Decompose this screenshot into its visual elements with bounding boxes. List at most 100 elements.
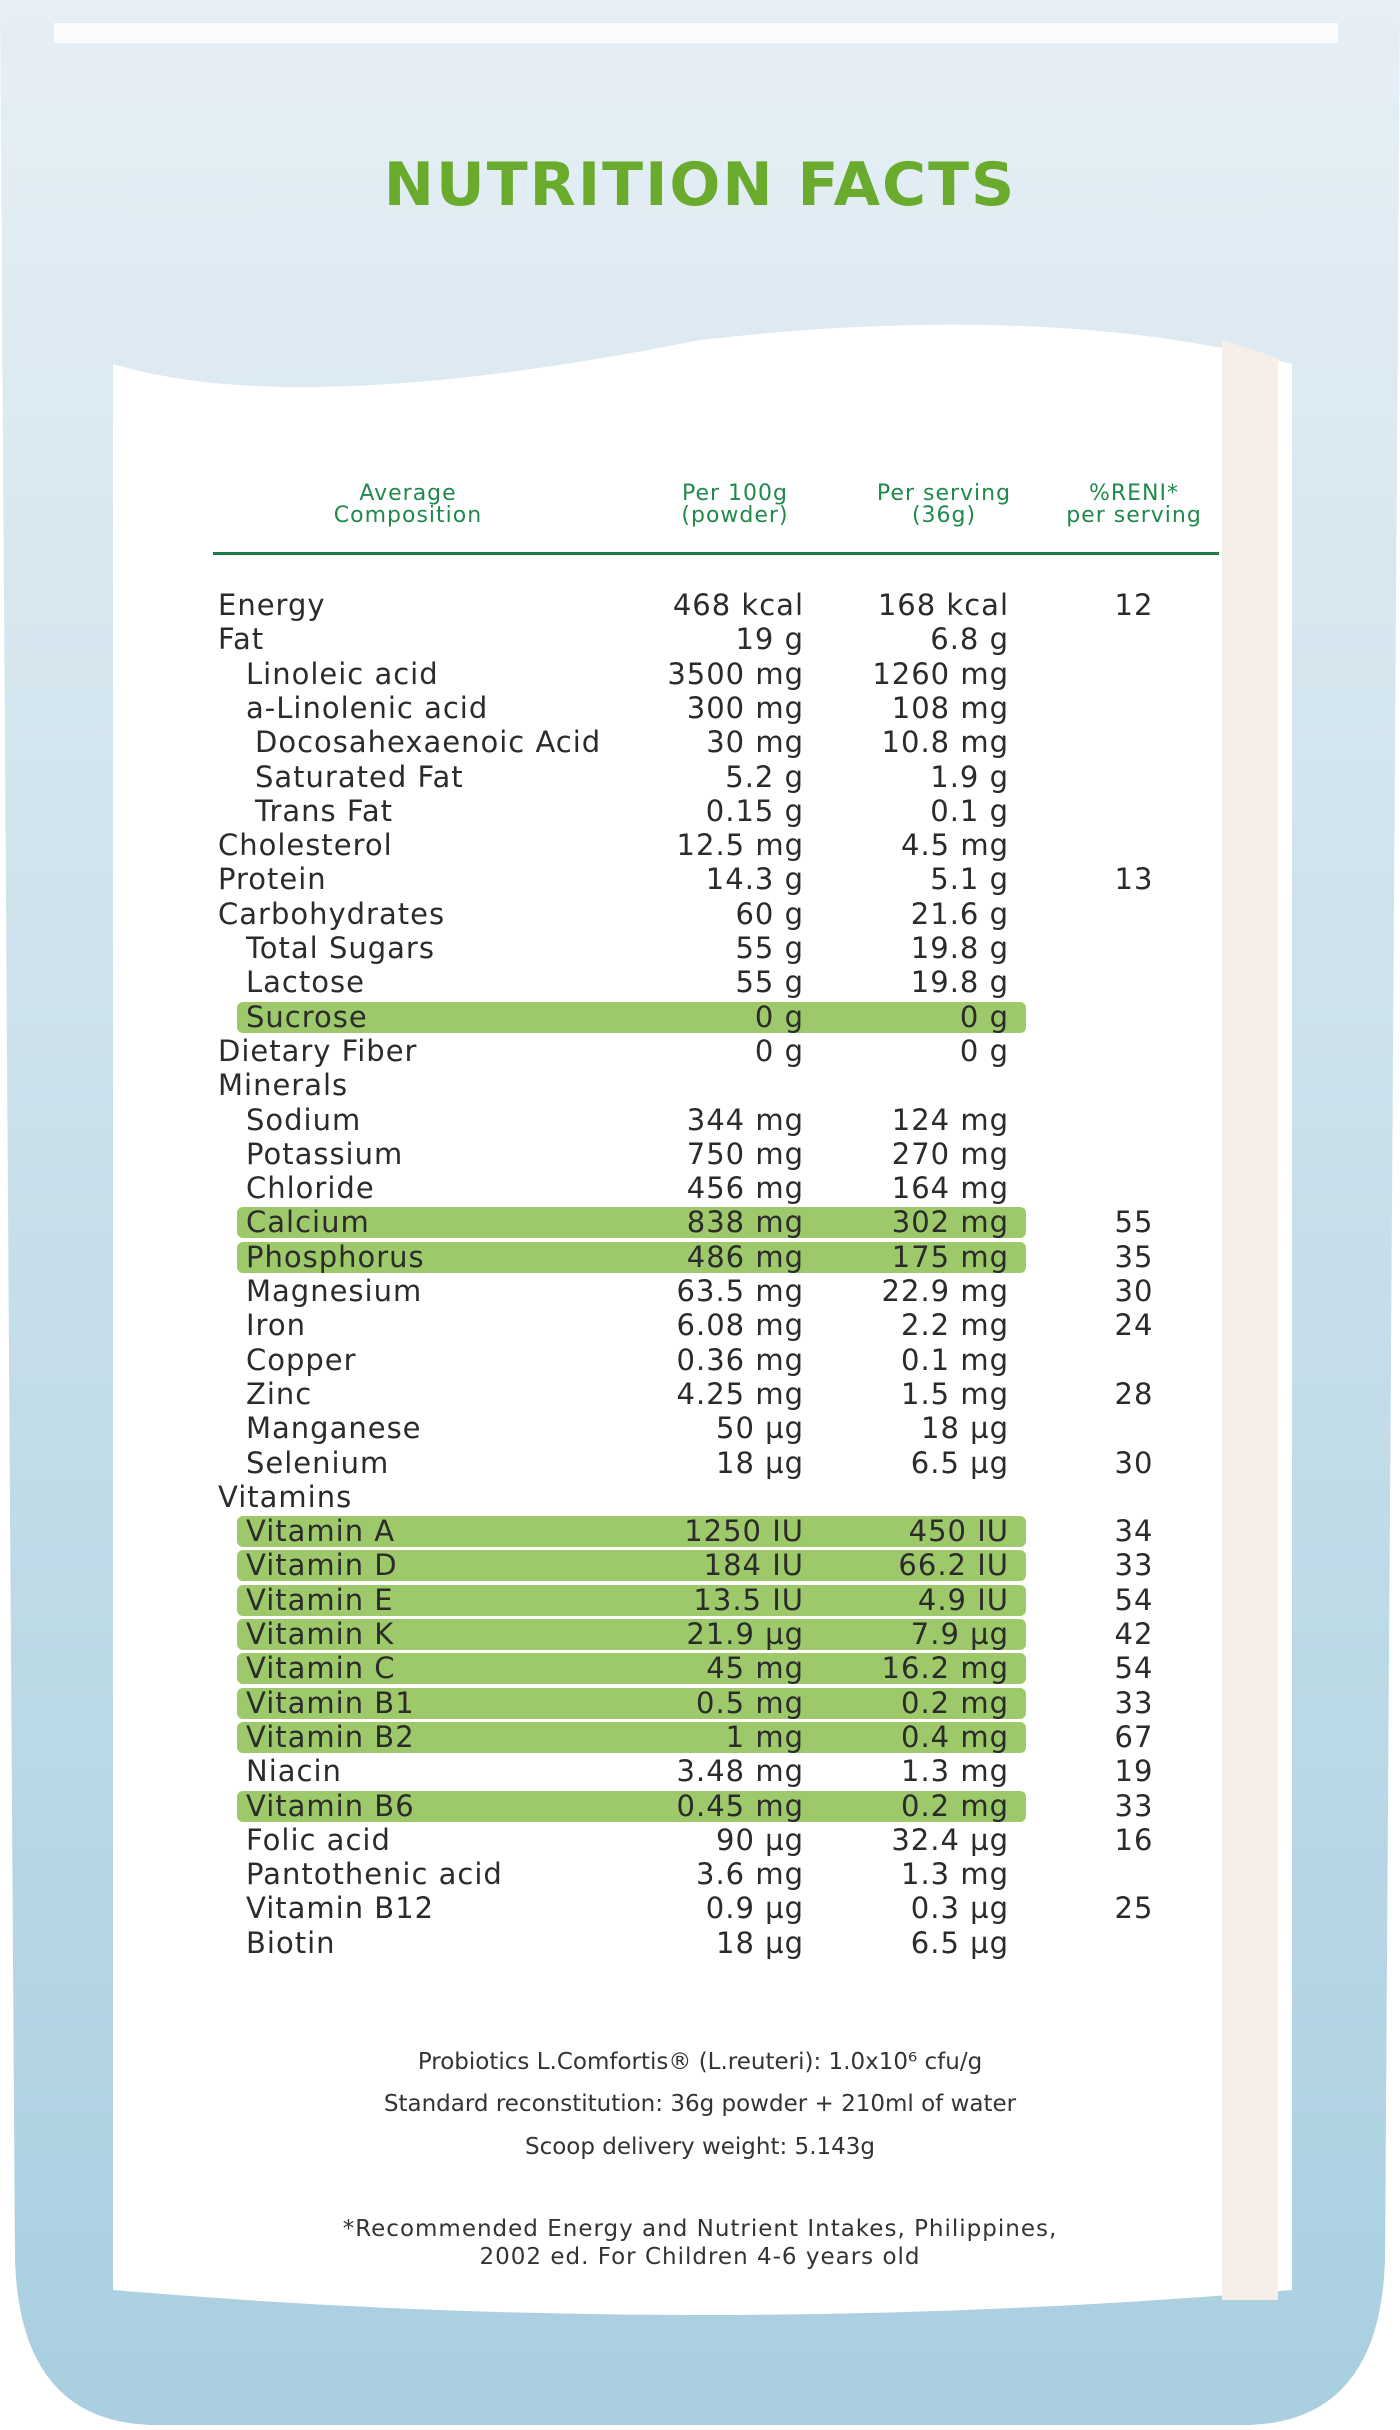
nutrient-name: Vitamin K [246,1617,395,1651]
per-100g: 1250 IU [684,1514,804,1549]
column-header: Average Composition [333,481,483,528]
row-highlight [237,1516,1026,1548]
per-serving: 1.9 g [930,759,1009,794]
reni: 19 [1114,1754,1154,1789]
row-highlight [237,1001,1026,1033]
per-100g: 90 µg [716,1822,804,1857]
per-100g: 6.08 mg [676,1308,804,1343]
per-100g: 55 g [735,965,804,1000]
per-100g: 60 g [735,896,804,931]
row-highlight [237,1584,1026,1616]
per-100g: 468 kcal [672,588,804,622]
reni: 34 [1114,1514,1154,1549]
reni: 25 [1114,1891,1154,1926]
nutrient-name: Copper [246,1342,357,1377]
per-100g: 3.6 mg [696,1857,804,1892]
nutrient-name: Docosahexaenoic Acid [255,725,602,760]
per-serving: 0.3 µg [910,1891,1009,1926]
reni: 54 [1114,1582,1154,1617]
row-highlight [237,1207,1026,1239]
per-serving: 18 µg [921,1411,1009,1446]
per-serving: 6.8 g [930,622,1009,657]
nutrient-name: Protein [218,862,327,897]
nutrient-name: Energy [218,588,326,622]
reni: 13 [1114,862,1154,897]
reni: 16 [1114,1822,1154,1857]
per-100g: 18 µg [716,1445,804,1480]
column-header: %RENI* per serving [1066,481,1202,528]
per-100g: 344 mg [686,1102,804,1137]
reni: 55 [1114,1205,1154,1240]
row-highlight [237,1619,1026,1650]
per-100g: 5.2 g [725,759,804,794]
per-serving: 302 mg [891,1205,1009,1240]
reni: 30 [1114,1445,1154,1480]
per-100g: 300 mg [686,690,804,725]
per-serving: 124 mg [891,1102,1009,1137]
per-serving: 1.3 mg [901,1754,1009,1789]
per-100g: 3500 mg [667,656,804,691]
per-serving: 0 g [959,1033,1009,1068]
reni: 35 [1114,1239,1154,1274]
note: Standard reconstitution: 36g powder + 21… [383,2091,1017,2117]
nutrient-name: Sodium [246,1102,362,1137]
nutrient-name: Saturated Fat [255,759,464,794]
per-serving: 19.8 g [910,931,1009,965]
reni: 67 [1114,1719,1154,1754]
note: Scoop delivery weight: 5.143g [524,2134,876,2160]
nutrient-name: Vitamin A [246,1514,396,1549]
nutrient-name: Lactose [246,965,365,1000]
nutrient-name: Vitamins [218,1479,353,1514]
nutrient-name: Linoleic acid [246,656,439,691]
per-serving: 4.5 mg [901,828,1009,863]
per-100g: 1 mg [725,1719,804,1754]
nutrient-name: Carbohydrates [218,896,446,931]
nutrient-name: Dietary Fiber [218,1033,418,1068]
per-100g: 21.9 µg [686,1617,804,1651]
footnote: *Recommended Energy and Nutrient Intakes… [342,2216,1058,2270]
reni: 33 [1114,1788,1154,1823]
nutrient-name: Vitamin C [246,1651,396,1686]
column-header: Per 100g (powder) [681,481,789,528]
per-serving: 0 g [959,999,1009,1034]
per-serving: 7.9 µg [910,1617,1009,1651]
row-highlight [237,1687,1026,1719]
per-serving: 6.5 µg [910,1445,1009,1480]
per-100g: 0.5 mg [696,1685,804,1720]
nutrient-name: Calcium [246,1205,370,1240]
per-100g: 55 g [735,931,804,965]
per-100g: 750 mg [686,1136,804,1171]
per-100g: 3.48 mg [676,1754,804,1789]
header-rule [213,552,1219,555]
nutrient-name: Manganese [246,1411,422,1446]
nutrient-name: Niacin [246,1754,342,1789]
nutrient-name: Magnesium [246,1274,423,1308]
nutrient-name: Cholesterol [218,828,393,863]
per-100g: 18 µg [716,1925,804,1960]
nutrient-name: Zinc [246,1376,313,1411]
title: NUTRITION FACTS [383,150,1017,220]
per-100g: 63.5 mg [676,1274,804,1308]
reni: 12 [1114,588,1154,622]
reni: 33 [1114,1685,1154,1720]
reni: 42 [1114,1617,1154,1651]
per-100g: 0.36 mg [676,1342,804,1377]
nutrient-name: Selenium [246,1445,390,1480]
per-serving: 168 kcal [877,588,1009,622]
nutrient-name: Phosphorus [246,1239,425,1274]
per-100g: 486 mg [686,1239,804,1274]
nutrient-name: Chloride [246,1171,375,1206]
nutrient-name: Biotin [246,1925,336,1960]
per-100g: 0 g [754,1033,804,1068]
per-serving: 1.5 mg [901,1376,1009,1411]
per-serving: 0.2 mg [901,1788,1009,1823]
column-header: Per serving (36g) [876,481,1012,528]
per-100g: 19 g [735,622,804,657]
per-serving: 66.2 IU [898,1548,1009,1583]
per-serving: 5.1 g [930,862,1009,897]
per-100g: 0.15 g [705,793,804,828]
per-serving: 270 mg [891,1136,1009,1171]
nutrient-name: Trans Fat [255,793,394,828]
per-serving: 0.2 mg [901,1685,1009,1720]
row-highlight [237,1241,1026,1273]
